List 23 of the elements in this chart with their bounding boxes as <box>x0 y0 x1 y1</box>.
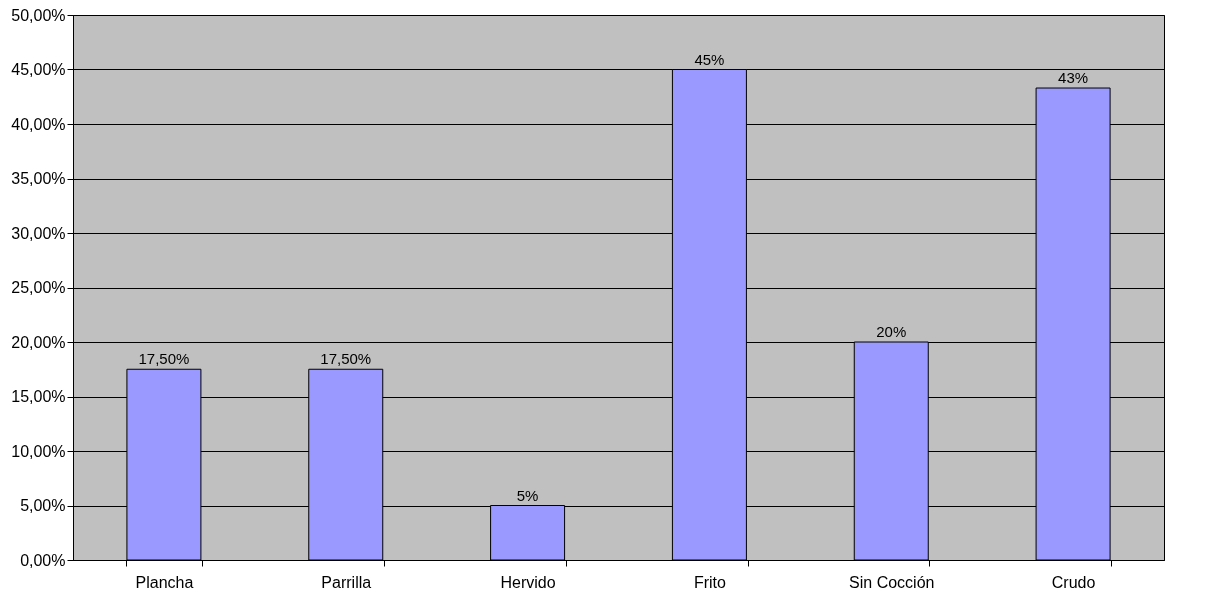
y-tick-label: 5,00% <box>20 497 66 514</box>
data-label: 5% <box>516 486 539 504</box>
x-tick-label: Parrilla <box>321 573 372 591</box>
y-tick-label: 50,00% <box>11 6 66 24</box>
y-tick-label: 0,00% <box>20 551 66 569</box>
x-tick-label: Plancha <box>135 573 194 591</box>
x-tick-label: Sin Cocción <box>849 573 935 591</box>
data-label: 43% <box>1058 69 1089 87</box>
x-tick-label: Crudo <box>1051 573 1096 591</box>
y-tick-label: 20,00% <box>11 333 66 351</box>
data-label: 17,50% <box>320 350 372 368</box>
y-tick-label: 45,00% <box>11 61 66 78</box>
data-label: 17,50% <box>138 350 190 368</box>
y-tick-label: 30,00% <box>11 224 66 242</box>
x-tick-label: Frito <box>693 573 727 591</box>
y-tick-label: 15,00% <box>11 388 66 405</box>
data-label: 45% <box>694 50 725 68</box>
y-tick-label: 40,00% <box>11 115 66 133</box>
x-tick-label: Hervido <box>500 573 556 591</box>
y-tick-label: 10,00% <box>11 442 66 460</box>
y-tick-label: 25,00% <box>11 279 66 296</box>
data-label: 20% <box>876 323 907 340</box>
y-tick-label: 35,00% <box>11 170 66 187</box>
